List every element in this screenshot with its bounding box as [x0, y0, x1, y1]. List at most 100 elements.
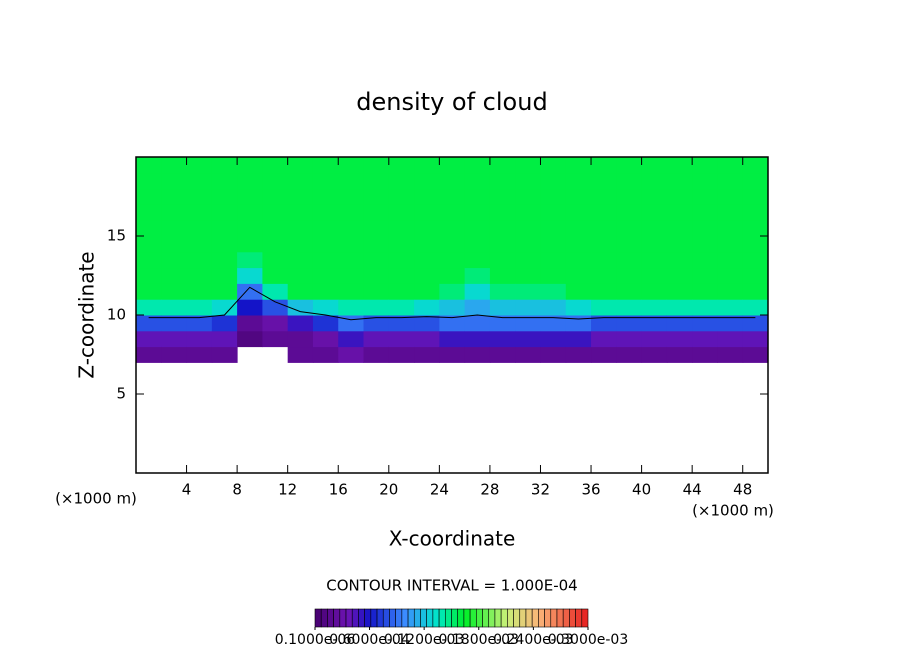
- cell: [489, 330, 516, 348]
- cell: [287, 188, 314, 205]
- cell: [616, 299, 643, 316]
- cell: [262, 204, 289, 221]
- cell: [414, 251, 440, 269]
- cell: [363, 172, 390, 190]
- cell: [666, 220, 693, 237]
- cell: [742, 172, 768, 190]
- cell: [211, 157, 238, 174]
- cell: [338, 346, 365, 363]
- cell: [692, 299, 718, 316]
- cell: [136, 172, 162, 190]
- cell: [641, 157, 668, 174]
- cell: [464, 251, 491, 269]
- cell: [363, 330, 390, 348]
- cell: [338, 315, 365, 332]
- cell: [136, 204, 162, 221]
- cell: [439, 299, 466, 316]
- cell: [211, 172, 238, 190]
- cell: [439, 220, 466, 237]
- cell: [565, 330, 592, 348]
- cell: [565, 267, 592, 284]
- chart-title: density of cloud: [356, 88, 547, 116]
- cell: [464, 283, 491, 300]
- x-tick-label: 12: [278, 481, 297, 499]
- field: [136, 157, 768, 363]
- cell: [186, 204, 213, 221]
- cell: [312, 157, 339, 174]
- cell: [666, 283, 693, 300]
- cell: [237, 267, 263, 284]
- cell: [717, 157, 744, 174]
- cell: [211, 267, 238, 284]
- colorbar-label: 0.1200e-03: [384, 632, 464, 648]
- cell: [312, 330, 339, 348]
- cell: [161, 283, 188, 300]
- cell: [439, 251, 466, 269]
- cell: [616, 220, 643, 237]
- cell: [540, 346, 567, 363]
- cell: [464, 267, 491, 284]
- colorbar-swatch: [581, 608, 589, 628]
- cell: [363, 267, 390, 284]
- cell: [237, 315, 263, 332]
- cell: [565, 236, 592, 253]
- cell: [540, 315, 567, 332]
- cell: [616, 157, 643, 174]
- cell: [388, 267, 415, 284]
- cell: [439, 172, 466, 190]
- cell: [591, 204, 617, 221]
- cell: [464, 204, 491, 221]
- cell: [262, 330, 289, 348]
- colorbar-swatch: [500, 608, 508, 628]
- cell: [591, 267, 617, 284]
- cell: [540, 172, 567, 190]
- colorbar-swatch: [463, 608, 471, 628]
- cell: [186, 299, 213, 316]
- cell: [414, 157, 440, 174]
- colorbar-swatch: [575, 608, 583, 628]
- cell: [363, 220, 390, 237]
- cell: [666, 315, 693, 332]
- cell: [464, 188, 491, 205]
- cell: [388, 157, 415, 174]
- cell: [666, 267, 693, 284]
- cell: [414, 283, 440, 300]
- cell: [237, 204, 263, 221]
- cell: [666, 251, 693, 269]
- cell: [742, 299, 768, 316]
- cell: [338, 188, 365, 205]
- cell: [641, 267, 668, 284]
- cell: [641, 236, 668, 253]
- cell: [414, 299, 440, 316]
- cell: [136, 315, 162, 332]
- cell: [363, 157, 390, 174]
- cell: [414, 172, 440, 190]
- cell: [186, 315, 213, 332]
- cell: [388, 346, 415, 363]
- colorbar-swatch: [482, 608, 490, 628]
- cell: [211, 299, 238, 316]
- cell: [515, 204, 541, 221]
- cell: [717, 236, 744, 253]
- colorbar-swatch: [432, 608, 440, 628]
- colorbar-swatch: [364, 608, 372, 628]
- cell: [616, 172, 643, 190]
- cell: [565, 172, 592, 190]
- cell: [237, 172, 263, 190]
- x-tick-label: 44: [683, 481, 702, 499]
- cell: [186, 157, 213, 174]
- cell: [161, 157, 188, 174]
- cell: [464, 315, 491, 332]
- cell: [211, 346, 238, 363]
- cell: [312, 204, 339, 221]
- cell: [312, 236, 339, 253]
- cell: [161, 346, 188, 363]
- cell: [692, 315, 718, 332]
- cell: [338, 236, 365, 253]
- cell: [515, 299, 541, 316]
- colorbar-swatch: [426, 608, 434, 628]
- cell: [237, 299, 263, 316]
- cell: [262, 172, 289, 190]
- cell: [692, 283, 718, 300]
- cell: [186, 251, 213, 269]
